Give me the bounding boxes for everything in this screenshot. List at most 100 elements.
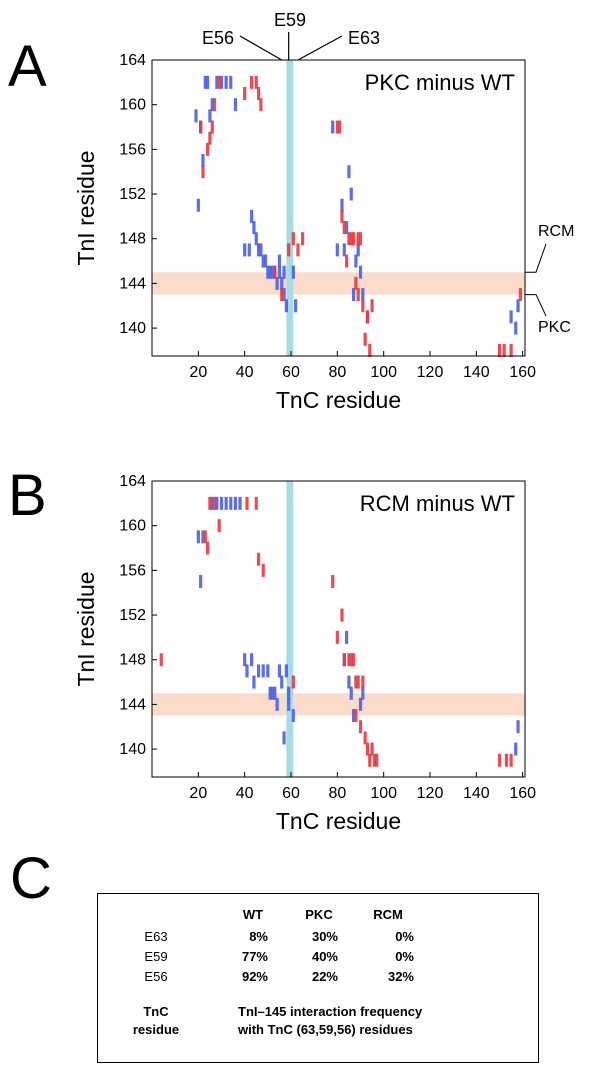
plotB-y-axis-title: TnI residue <box>73 571 99 686</box>
annotation-e59: E59 <box>274 10 306 30</box>
plotB-positive-mark-7 <box>254 496 258 510</box>
plotB-negative-mark-4 <box>215 496 219 510</box>
plotA-negative-mark-7 <box>210 98 214 112</box>
cell-e56-rcm: 32% <box>387 969 414 984</box>
plotA-negative-mark-37 <box>340 198 344 212</box>
plotB-negative-mark-19 <box>273 686 277 700</box>
plotB-ytick-label-156: 156 <box>119 562 146 579</box>
plotA-positive-mark-5 <box>212 98 217 112</box>
plotB-ytick-label-160: 160 <box>119 518 146 535</box>
plotB-negative-mark-36 <box>516 720 520 734</box>
plotA-negative-mark-3 <box>201 154 205 168</box>
plotB-positive-mark-27 <box>372 753 377 767</box>
plotB-positive-mark-18 <box>354 675 358 689</box>
plotA-positive-mark-30 <box>361 299 365 313</box>
plotA-negative-mark-6 <box>208 109 212 123</box>
panel-b: B 20 40 60 80 100 120 140 160 140 144 148 152 156 160… <box>8 463 536 834</box>
plotB-negative-mark-33 <box>358 697 363 711</box>
plotB-positive-mark-6 <box>245 496 249 510</box>
plotB-rcm-band <box>152 693 525 716</box>
annotation-e63-leader <box>297 35 343 61</box>
plotA-negative-mark-19 <box>259 243 263 257</box>
annotation-e63: E63 <box>348 28 380 48</box>
plotA-negative-mark-20 <box>261 254 265 268</box>
plotA-negative-mark-28 <box>277 265 282 279</box>
plotB-negative-mark-14 <box>256 664 261 678</box>
plotA-negative-mark-11 <box>229 75 233 89</box>
plotA-negative-mark-12 <box>233 98 238 112</box>
plotA-xtick-label-20: 20 <box>189 364 207 381</box>
plotB-positive-mark-31 <box>509 753 513 767</box>
plotB-positive-mark-9 <box>261 563 265 577</box>
plotB-ytick-label-152: 152 <box>119 607 146 624</box>
plotA-negative-mark-26 <box>275 276 279 290</box>
plotA-positive-mark-25 <box>351 232 356 246</box>
cell-e59-pkc: 40% <box>311 949 338 964</box>
plotA-positive-mark-34 <box>370 299 374 313</box>
row-residue-e59: E59 <box>144 949 168 964</box>
plotA-positive-mark-38 <box>518 288 522 302</box>
annotation-pkc-leader <box>525 294 547 317</box>
plotB-positive-mark-30 <box>504 753 509 767</box>
annotation-rcm: RCM <box>538 223 574 240</box>
plotA-negative-mark-4 <box>203 75 207 89</box>
plotA-negative-mark-17 <box>254 232 258 246</box>
plotA-positive-mark-8 <box>250 75 254 89</box>
row-header-line-1: TnC <box>143 1004 169 1019</box>
plotA-negative-mark-41 <box>349 187 353 201</box>
plotA-positive-mark-22 <box>345 254 349 268</box>
annotation-pkc: PKC <box>538 319 571 336</box>
panel-letter-c: C <box>10 846 52 911</box>
cell-e56-pkc: 22% <box>311 969 338 984</box>
plotA-negative-mark-36 <box>335 243 339 257</box>
plotB-negative-mark-30 <box>347 675 351 689</box>
plotB-ytick-label-144: 144 <box>119 696 146 713</box>
plotB-positive-mark-25 <box>368 753 372 767</box>
plotA-positive-mark-36 <box>502 343 506 357</box>
plotA-positive-mark-24 <box>349 232 353 246</box>
cell-e63-rcm: 0% <box>395 929 414 944</box>
plotB-positive-mark-26 <box>370 742 374 756</box>
plotA-negative-mark-42 <box>351 288 356 302</box>
plotB-xtick-label-40: 40 <box>236 785 254 802</box>
plotA-positive-mark-19 <box>338 120 342 134</box>
plotA-xtick-label-120: 120 <box>417 364 444 381</box>
plotA-negative-mark-13 <box>243 243 247 257</box>
plotB-positive-mark-22 <box>361 675 365 689</box>
plotA-ytick-label-144: 144 <box>119 275 146 292</box>
plotA-negative-mark-31 <box>282 288 286 302</box>
plotB-negative-mark-22 <box>280 675 284 689</box>
plotA-negative-mark-35 <box>331 120 335 134</box>
column-header-wt: WT <box>242 907 264 922</box>
plotB-positive-mark-29 <box>497 753 502 767</box>
plotB-title: RCM minus WT <box>360 491 515 516</box>
plotA-positive-mark-32 <box>365 310 370 324</box>
plotA-negative-mark-39 <box>345 221 349 235</box>
plotA-e59-band <box>286 60 294 356</box>
row-residue-e56: E56 <box>144 969 168 984</box>
plotA-negative-mark-32 <box>284 299 288 313</box>
plotB-positive-mark-19 <box>354 709 358 723</box>
plotA-negative-mark-5 <box>206 75 210 89</box>
plotB-negative-mark-31 <box>349 686 353 700</box>
plotB-ytick-label-164: 164 <box>119 473 146 490</box>
plotA-positive-mark-12 <box>273 265 277 279</box>
plotA-negative-mark-21 <box>263 254 268 268</box>
plotB-positive-mark-0 <box>159 653 163 667</box>
plotB-negative-mark-10 <box>243 653 247 667</box>
plotA-positive-mark-23 <box>347 232 351 246</box>
panel-letter-a: A <box>8 34 47 99</box>
plotA-negative-mark-49 <box>514 321 518 335</box>
plotA-negative-mark-16 <box>252 221 256 235</box>
plotA-negative-mark-0 <box>194 109 198 123</box>
plotA-rcm-band <box>152 272 525 295</box>
plotA-negative-mark-44 <box>356 243 360 257</box>
plotB-xtick-label-20: 20 <box>189 785 207 802</box>
plotB-negative-mark-20 <box>275 697 279 711</box>
plotA-xtick-label-60: 60 <box>282 364 300 381</box>
plotA-negative-mark-1 <box>196 198 200 212</box>
plotB-negative-mark-35 <box>514 742 518 756</box>
plotA-negative-mark-34 <box>294 299 298 313</box>
annotation-e56-leader <box>239 35 283 61</box>
plot-a: 20 40 60 80 100 120 140 160 140 144 148 152 156 160 16… <box>73 10 574 413</box>
